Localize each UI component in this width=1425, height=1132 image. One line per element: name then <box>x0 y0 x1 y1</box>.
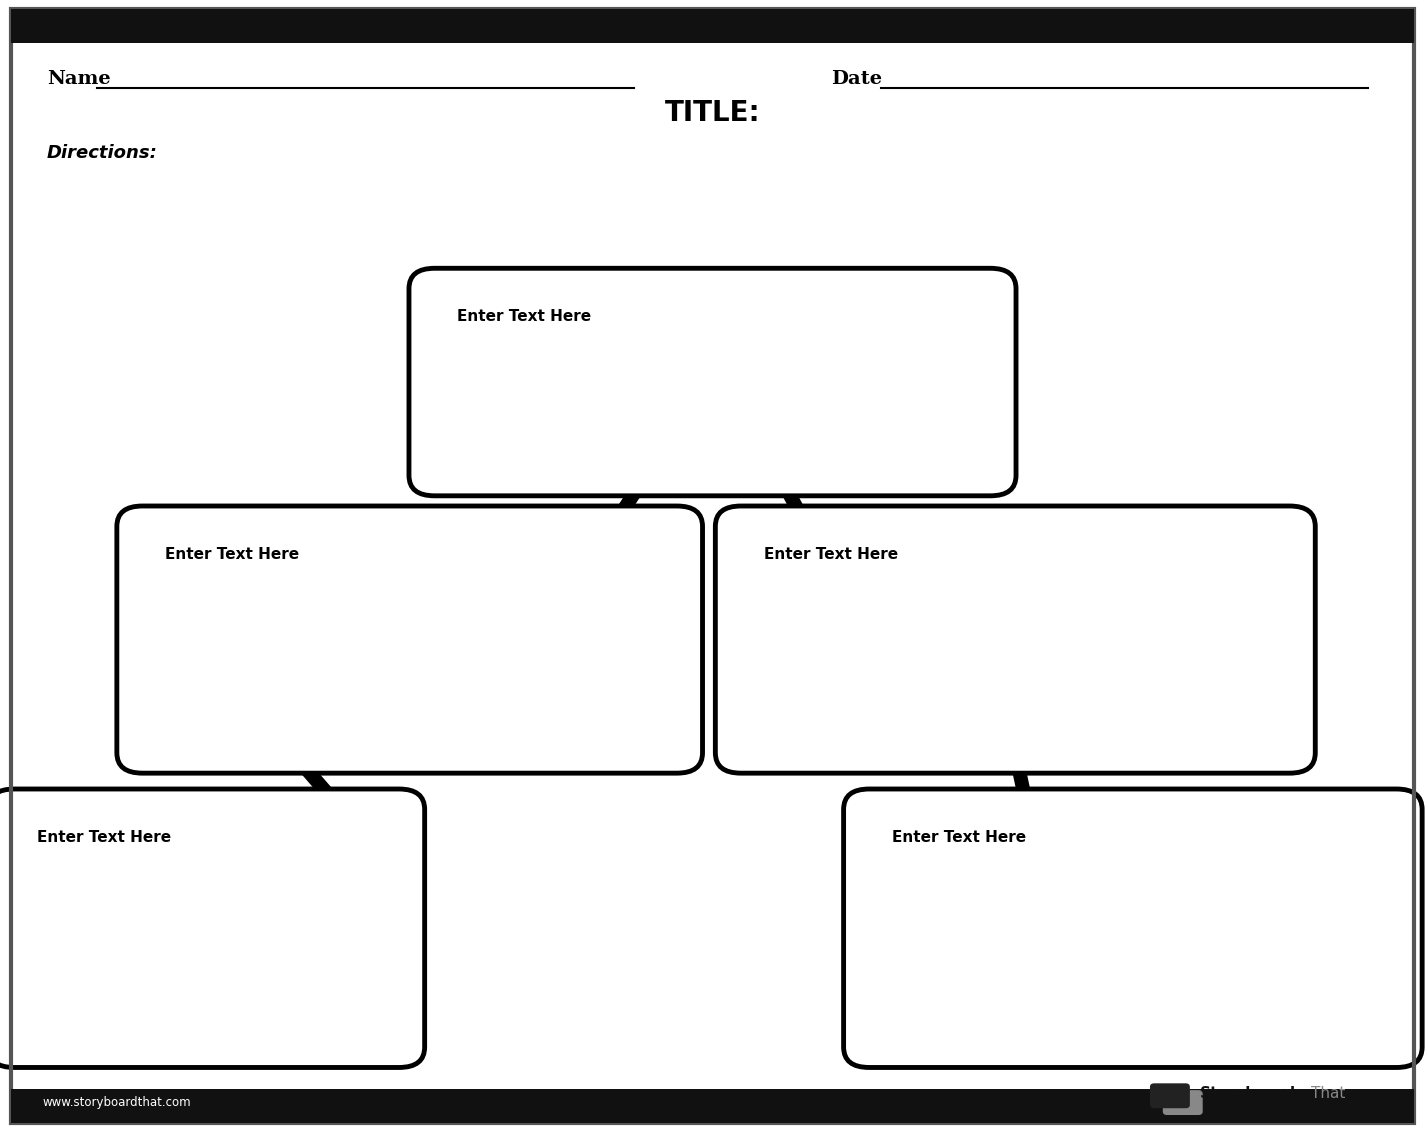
Bar <box>11 9 1414 43</box>
FancyBboxPatch shape <box>1150 1083 1190 1108</box>
Text: Enter Text Here: Enter Text Here <box>37 830 171 844</box>
FancyBboxPatch shape <box>409 268 1016 496</box>
FancyBboxPatch shape <box>715 506 1315 773</box>
Text: Name: Name <box>47 70 111 88</box>
Text: Date: Date <box>831 70 882 88</box>
Text: That: That <box>1311 1086 1345 1101</box>
Text: www.storyboardthat.com: www.storyboardthat.com <box>43 1096 191 1109</box>
Text: Directions:: Directions: <box>47 144 158 162</box>
Text: Storyboard: Storyboard <box>1200 1086 1295 1101</box>
Text: TITLE:: TITLE: <box>664 100 761 127</box>
FancyBboxPatch shape <box>0 789 425 1067</box>
FancyBboxPatch shape <box>1163 1090 1203 1115</box>
Text: Enter Text Here: Enter Text Here <box>892 830 1026 844</box>
Text: Enter Text Here: Enter Text Here <box>764 547 898 561</box>
Text: Enter Text Here: Enter Text Here <box>457 309 591 324</box>
Text: Enter Text Here: Enter Text Here <box>165 547 299 561</box>
Bar <box>11 1089 1414 1123</box>
FancyBboxPatch shape <box>844 789 1422 1067</box>
FancyBboxPatch shape <box>117 506 703 773</box>
